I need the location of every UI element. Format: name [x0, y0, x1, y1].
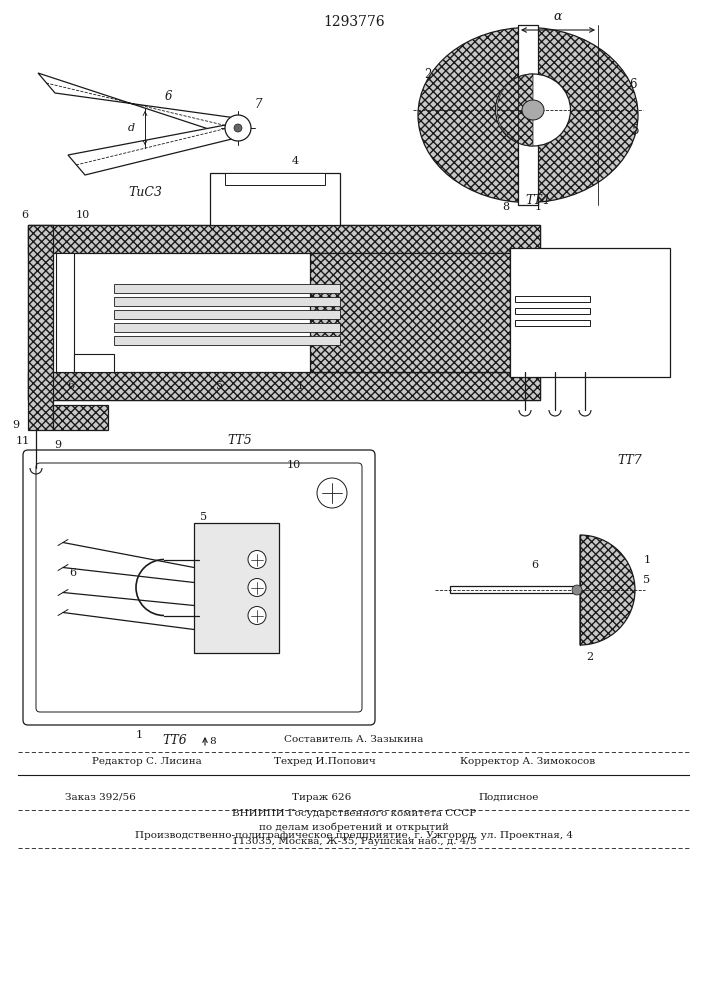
Bar [28, 225, 53, 430]
Text: 1: 1 [643, 555, 650, 565]
Bar [225, 173, 325, 185]
Bar [194, 522, 279, 652]
Bar [515, 320, 590, 326]
Circle shape [572, 585, 582, 595]
Text: 6: 6 [69, 568, 76, 578]
Text: 2: 2 [255, 555, 259, 564]
Text: 8: 8 [503, 202, 510, 212]
Ellipse shape [522, 100, 544, 120]
Text: Техред И.Попович: Техред И.Попович [274, 758, 375, 766]
Text: Подписное: Подписное [478, 792, 538, 802]
Circle shape [248, 606, 266, 624]
Bar [28, 225, 540, 253]
Circle shape [317, 478, 347, 508]
Text: Редактор С. Лисина: Редактор С. Лисина [92, 758, 201, 766]
Text: 6: 6 [67, 381, 74, 391]
Polygon shape [68, 123, 236, 175]
Bar [515, 308, 590, 314]
Circle shape [234, 124, 242, 132]
Text: 5: 5 [216, 381, 223, 391]
Bar [114, 323, 340, 332]
Bar [53, 405, 108, 430]
Text: 7: 7 [255, 99, 262, 111]
Bar [28, 372, 540, 400]
Wedge shape [497, 74, 533, 146]
Text: 10: 10 [287, 460, 301, 470]
Text: 6: 6 [629, 79, 637, 92]
Text: α: α [554, 9, 562, 22]
Text: 4: 4 [254, 611, 260, 620]
Text: 11: 11 [16, 436, 30, 446]
Bar [450, 586, 580, 593]
Bar [28, 225, 540, 400]
Polygon shape [38, 73, 236, 138]
Text: 2: 2 [424, 68, 432, 82]
Text: ΤТ6: ΤТ6 [163, 734, 187, 746]
Text: 6: 6 [164, 90, 172, 103]
Text: Заказ 392/56: Заказ 392/56 [65, 792, 136, 802]
Text: 5: 5 [201, 512, 208, 522]
Ellipse shape [496, 74, 571, 146]
Text: 1293776: 1293776 [323, 15, 385, 29]
Text: 6: 6 [21, 210, 28, 220]
Circle shape [225, 115, 251, 141]
Bar [114, 284, 340, 293]
Bar [510, 248, 670, 377]
Text: 9: 9 [54, 440, 62, 450]
Text: 1: 1 [534, 202, 542, 212]
Text: 9: 9 [13, 420, 20, 430]
Text: 3: 3 [255, 583, 259, 592]
Text: 4: 4 [291, 156, 298, 166]
Text: по делам изобретений и открытий: по делам изобретений и открытий [259, 822, 449, 832]
Wedge shape [580, 535, 635, 645]
Text: 10: 10 [76, 210, 90, 220]
Bar [56, 253, 74, 372]
Text: Производственно-полиграфическое предприятие, г. Ужгород, ул. Проектная, 4: Производственно-полиграфическое предприя… [135, 830, 573, 840]
Text: 1: 1 [136, 730, 143, 740]
Text: ΤТ5: ΤТ5 [228, 434, 252, 446]
Text: 1: 1 [296, 381, 303, 391]
Bar [518, 25, 538, 205]
Text: 2: 2 [586, 652, 594, 662]
Text: 5: 5 [632, 123, 640, 136]
Circle shape [248, 550, 266, 568]
Text: ΤТ7: ΤТ7 [618, 454, 643, 466]
Text: ΤТ4: ΤТ4 [525, 194, 550, 207]
Text: Тираж 626: Тираж 626 [292, 792, 351, 802]
Text: 6: 6 [532, 560, 539, 570]
FancyBboxPatch shape [23, 450, 375, 725]
Bar [310, 253, 510, 372]
Bar [114, 297, 340, 306]
Text: 8: 8 [210, 736, 216, 746]
Text: 5: 5 [643, 575, 650, 585]
Text: 113035, Москва, Ж-35, Раушская наб., д. 4/5: 113035, Москва, Ж-35, Раушская наб., д. … [232, 836, 477, 846]
Text: d: d [127, 123, 134, 133]
Text: ΤиС3: ΤиС3 [128, 186, 162, 200]
Bar [114, 310, 340, 319]
Bar [515, 296, 590, 302]
Bar [114, 336, 340, 345]
Text: Корректор А. Зимокосов: Корректор А. Зимокосов [460, 758, 595, 766]
Text: ВНИИПИ Государственного комитета СССР: ВНИИПИ Государственного комитета СССР [232, 808, 476, 818]
FancyBboxPatch shape [36, 463, 362, 712]
Bar [210, 173, 340, 225]
Ellipse shape [418, 27, 638, 202]
Text: Составитель А. Зазыкина: Составитель А. Зазыкина [284, 734, 423, 744]
Circle shape [248, 578, 266, 596]
Bar [74, 354, 114, 372]
